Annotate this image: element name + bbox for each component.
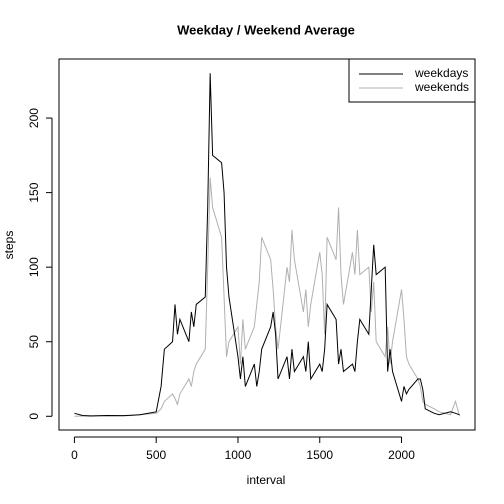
x-tick-label: 1500	[306, 448, 333, 462]
plot-frame	[58, 58, 476, 431]
legend-box	[348, 58, 476, 103]
series-line	[74, 73, 460, 417]
y-tick-label: 200	[27, 108, 41, 128]
y-tick-label: 0	[27, 413, 41, 420]
y-tick-label: 50	[27, 335, 41, 349]
x-tick-label: 0	[71, 448, 78, 462]
legend-label: weekends	[414, 80, 469, 94]
series-line	[74, 177, 461, 417]
y-tick-label: 100	[27, 257, 41, 277]
legend-label: weekdays	[414, 66, 468, 80]
x-tick-label: 1000	[225, 448, 252, 462]
y-tick-label: 150	[27, 182, 41, 202]
x-tick-label: 2000	[388, 448, 415, 462]
x-axis-label: interval	[247, 473, 286, 487]
x-tick-label: 500	[146, 448, 166, 462]
chart-title: Weekday / Weekend Average	[177, 22, 355, 37]
y-axis-label: steps	[2, 231, 16, 260]
